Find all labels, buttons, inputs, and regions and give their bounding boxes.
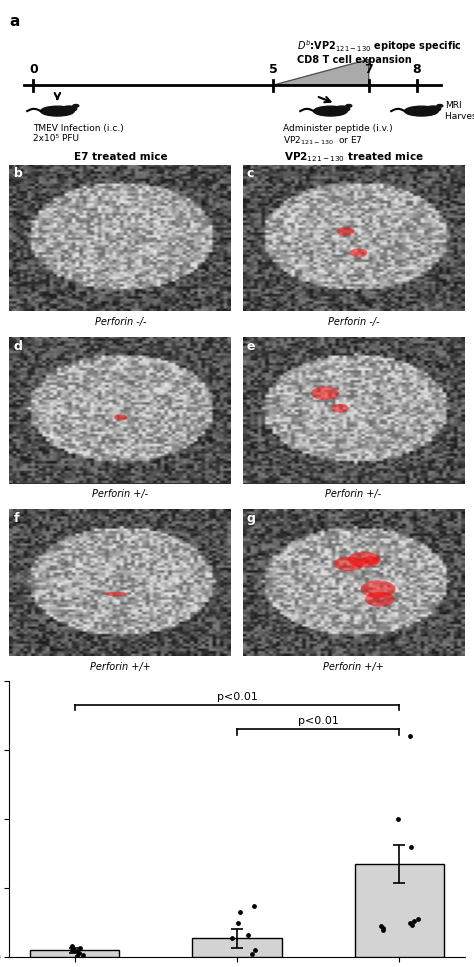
Text: d: d <box>14 339 23 353</box>
Point <box>406 915 414 930</box>
Point <box>73 944 80 959</box>
Ellipse shape <box>114 415 127 421</box>
Point <box>394 811 401 827</box>
Ellipse shape <box>41 106 74 116</box>
Ellipse shape <box>334 556 364 571</box>
Text: b: b <box>14 167 23 181</box>
Ellipse shape <box>62 106 77 111</box>
Ellipse shape <box>73 104 79 107</box>
Text: 0: 0 <box>29 63 38 75</box>
Ellipse shape <box>426 106 441 111</box>
Point <box>409 917 416 932</box>
Point <box>248 946 256 961</box>
Ellipse shape <box>350 249 367 257</box>
Point <box>236 905 244 921</box>
Point <box>228 930 236 946</box>
Point <box>75 946 82 961</box>
Point <box>407 839 415 855</box>
Ellipse shape <box>105 592 127 597</box>
Text: Administer peptide (i.v.)
VP2$_{121-130}$  or E7: Administer peptide (i.v.) VP2$_{121-130}… <box>283 124 392 147</box>
Text: g: g <box>247 512 256 525</box>
Text: CD8 T cell expansion: CD8 T cell expansion <box>297 55 411 65</box>
Text: Perforin +/+: Perforin +/+ <box>323 661 384 671</box>
Text: Perforin +/-: Perforin +/- <box>326 489 382 499</box>
Ellipse shape <box>361 556 379 565</box>
Text: 8: 8 <box>412 63 421 75</box>
Ellipse shape <box>348 551 381 568</box>
Text: e: e <box>247 339 255 353</box>
Ellipse shape <box>331 404 349 413</box>
Point <box>234 915 242 930</box>
Ellipse shape <box>337 227 355 236</box>
Text: Perforin +/-: Perforin +/- <box>92 489 148 499</box>
Text: Perforin -/-: Perforin -/- <box>95 317 146 327</box>
Point <box>77 940 84 955</box>
Point <box>414 912 422 927</box>
Text: 7: 7 <box>365 63 373 75</box>
Text: p<0.01: p<0.01 <box>298 716 338 726</box>
Title: VP2$_{121-130}$ treated mice: VP2$_{121-130}$ treated mice <box>283 151 423 164</box>
Point <box>245 927 252 943</box>
Text: a: a <box>9 14 20 29</box>
Point <box>410 913 418 928</box>
Ellipse shape <box>365 592 395 606</box>
Title: E7 treated mice: E7 treated mice <box>73 153 167 162</box>
Ellipse shape <box>311 387 339 400</box>
Text: TMEV Infection (i.c.)
2x10⁵ PFU: TMEV Infection (i.c.) 2x10⁵ PFU <box>34 124 124 143</box>
Text: MRI
Harvest CNS: MRI Harvest CNS <box>446 102 474 121</box>
Text: p<0.01: p<0.01 <box>217 691 257 702</box>
Point <box>79 947 87 962</box>
Point <box>251 943 259 958</box>
Point <box>68 942 75 957</box>
Ellipse shape <box>361 580 396 598</box>
Point <box>379 921 387 936</box>
Text: Perforin +/+: Perforin +/+ <box>90 661 151 671</box>
Bar <box>30 951 119 957</box>
Text: Perforin -/-: Perforin -/- <box>328 317 379 327</box>
Ellipse shape <box>437 104 443 107</box>
Point <box>73 948 81 963</box>
Text: f: f <box>14 512 19 525</box>
Text: c: c <box>247 167 255 181</box>
Point <box>406 728 414 744</box>
Ellipse shape <box>314 106 347 116</box>
Point <box>379 922 386 937</box>
Bar <box>192 938 282 957</box>
Text: $D^b$:VP2$_{121-130}$ epitope specific: $D^b$:VP2$_{121-130}$ epitope specific <box>297 38 462 54</box>
Point <box>69 939 76 954</box>
Ellipse shape <box>405 106 438 116</box>
Polygon shape <box>273 59 369 85</box>
Ellipse shape <box>335 106 350 111</box>
Point <box>377 919 384 934</box>
Ellipse shape <box>346 104 352 107</box>
Bar <box>355 864 444 957</box>
Text: 5: 5 <box>269 63 277 75</box>
Point <box>250 897 257 913</box>
